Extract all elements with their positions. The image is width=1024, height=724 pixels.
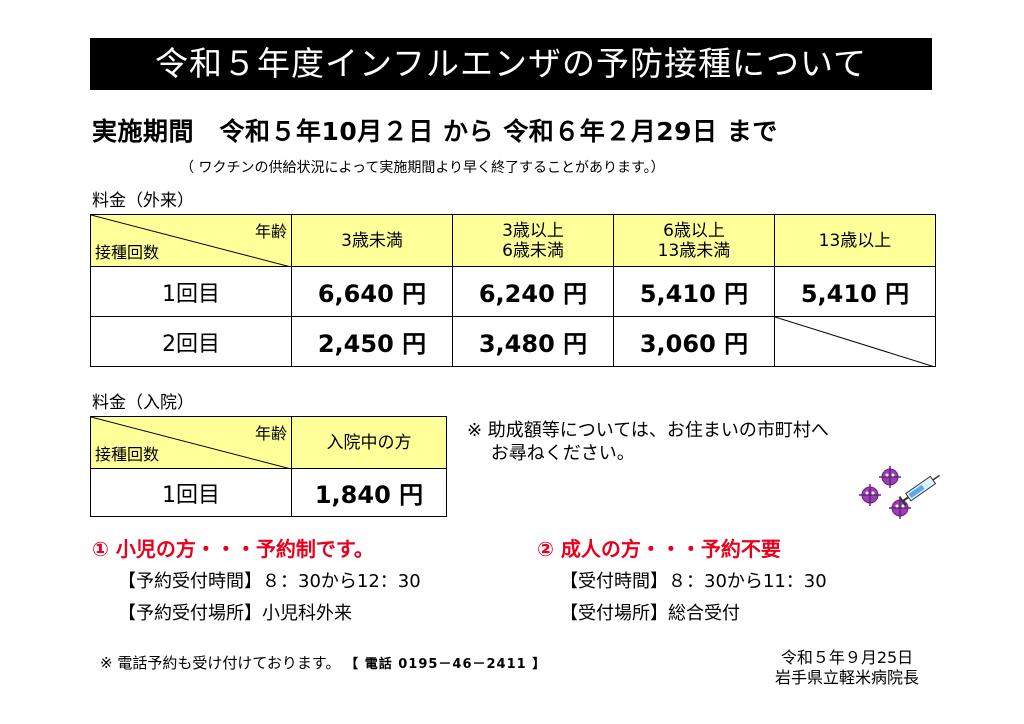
column-header: 3歳以上 6歳未満	[452, 214, 614, 267]
child-section-heading: ① 小児の方・・・予約制です。	[92, 537, 374, 561]
fee-value: 5,410 円	[774, 266, 936, 317]
row-count-label: 2回目	[90, 316, 292, 367]
adult-reception-time: 【受付時間】８：30から11：30	[560, 571, 827, 592]
column-header: 13歳以上	[774, 214, 936, 267]
table-row: 2回目 2,450 円 3,480 円 3,060 円	[90, 316, 936, 367]
inpatient-fee-table: 年齢 接種回数 入院中の方 1回目 1,840 円	[90, 416, 447, 517]
row-count-label: 1回目	[90, 468, 292, 517]
issuer-name: 岩手県立軽米病院長	[774, 668, 919, 687]
phone-note-text: ※ 電話予約も受け付けております。	[100, 654, 341, 672]
fee-value: 6,640 円	[291, 266, 453, 317]
table-corner-cell: 年齢 接種回数	[90, 214, 292, 267]
issue-info: 令和５年９月25日 岩手県立軽米病院長	[752, 648, 942, 688]
column-header: 6歳以上 13歳未満	[613, 214, 775, 267]
diagonal-line-icon	[775, 317, 935, 367]
phone-number: 【 電話 0195－46－2411 】	[345, 657, 547, 672]
row-count-label: 1回目	[90, 266, 292, 317]
vaccination-period: 実施期間 令和５年10月２日 から 令和６年２月29日 まで	[92, 117, 778, 146]
diagonal-line-icon	[91, 215, 291, 267]
fee-value: 1,840 円	[291, 468, 447, 517]
child-reception-time: 【予約受付時間】８：30から12：30	[118, 571, 421, 592]
phone-reservation-note: ※ 電話予約も受け付けております。 【 電話 0195－46－2411 】	[100, 652, 546, 673]
outpatient-fee-label: 料金（外来）	[92, 191, 194, 211]
virus-syringe-icon	[859, 466, 940, 519]
page-title: 令和５年度インフルエンザの予防接種について	[90, 38, 932, 90]
column-header: 入院中の方	[291, 416, 447, 469]
issue-date: 令和５年９月25日	[780, 648, 914, 667]
fee-value: 5,410 円	[613, 266, 775, 317]
inpatient-fee-label: 料金（入院）	[92, 393, 194, 413]
inquiry-note: ※ 助成額等については、お住まいの市町村へ お尋ねください。	[467, 420, 829, 464]
table-corner-cell: 年齢 接種回数	[90, 416, 292, 469]
not-applicable-cell	[774, 316, 936, 367]
table-row: 1回目 1,840 円	[90, 468, 447, 517]
child-reception-place: 【予約受付場所】小児科外来	[118, 603, 352, 624]
corner-age-label: 年齢	[254, 424, 287, 443]
corner-count-label: 接種回数	[95, 445, 160, 464]
table-row: 1回目 6,640 円 6,240 円 5,410 円 5,410 円	[90, 266, 936, 317]
adult-section-heading: ② 成人の方・・・予約不要	[537, 537, 781, 561]
fee-value: 3,480 円	[452, 316, 614, 367]
corner-count-label: 接種回数	[95, 243, 160, 262]
fee-value: 2,450 円	[291, 316, 453, 367]
diagonal-line-icon	[91, 417, 291, 469]
fee-value: 3,060 円	[613, 316, 775, 367]
period-note: （ ワクチンの供給状況によって実施期間より早く終了することがあります。）	[180, 160, 665, 176]
corner-age-label: 年齢	[254, 222, 287, 241]
fee-value: 6,240 円	[452, 266, 614, 317]
column-header: 3歳未満	[291, 214, 453, 267]
adult-reception-place: 【受付場所】総合受付	[560, 603, 740, 624]
outpatient-fee-table: 年齢 接種回数 3歳未満 3歳以上 6歳未満 6歳以上 13歳未満 13歳以上 …	[90, 214, 936, 367]
